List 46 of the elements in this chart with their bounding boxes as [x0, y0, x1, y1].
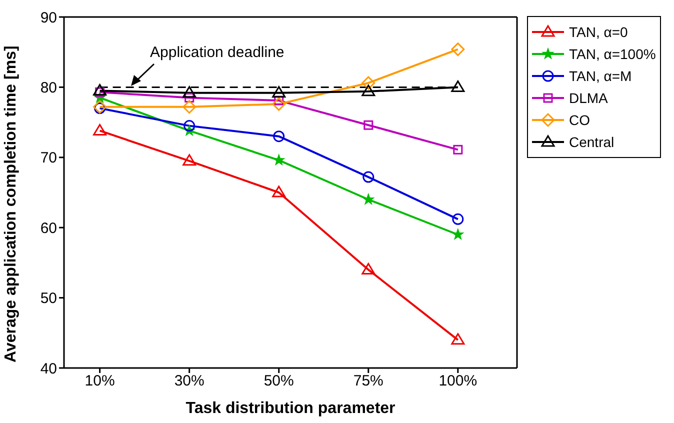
point	[453, 144, 463, 154]
point	[362, 262, 376, 274]
legend-label: TAN, α=0	[569, 24, 628, 40]
x-axis-title: Task distribution parameter	[186, 400, 396, 417]
point	[184, 120, 196, 132]
point	[451, 333, 465, 345]
y-tick-label: 80	[40, 80, 57, 97]
point	[451, 80, 465, 92]
point	[362, 76, 376, 90]
y-tick-label: 40	[40, 360, 57, 378]
y-axis-title: Average application completion time [ms]	[2, 46, 20, 362]
y-tick-label: 70	[40, 150, 57, 167]
annotation: Application deadline	[150, 44, 284, 61]
legend-label: Central	[569, 134, 614, 150]
x-tick-label: 75%	[353, 372, 384, 390]
legend-label: TAN, α=M	[569, 68, 632, 84]
point	[362, 84, 376, 96]
point	[272, 86, 286, 98]
point	[272, 97, 286, 111]
point	[93, 124, 107, 136]
point	[364, 120, 374, 130]
x-tick-label: 50%	[264, 372, 294, 390]
y-tick-label: 90	[40, 9, 57, 26]
point	[93, 100, 107, 114]
y-tick-label: 60	[40, 220, 57, 237]
point	[182, 154, 196, 166]
point	[182, 100, 196, 114]
point	[182, 86, 196, 98]
point	[93, 84, 107, 96]
point	[273, 130, 285, 142]
legend-label: CO	[569, 112, 590, 128]
x-tick-label: 100%	[438, 372, 478, 390]
y-tick-label: 50	[40, 290, 57, 308]
point	[362, 171, 374, 183]
point	[452, 213, 464, 225]
legend-label: TAN, α=100%	[569, 46, 656, 62]
point	[184, 92, 194, 102]
x-tick-label: 30%	[174, 372, 204, 390]
legend-label: DLMA	[569, 90, 608, 106]
point	[451, 42, 465, 56]
point	[452, 228, 464, 240]
x-tick-label: 10%	[84, 372, 115, 390]
point	[273, 154, 284, 166]
point	[94, 102, 106, 114]
point	[362, 194, 374, 204]
point	[272, 186, 286, 198]
